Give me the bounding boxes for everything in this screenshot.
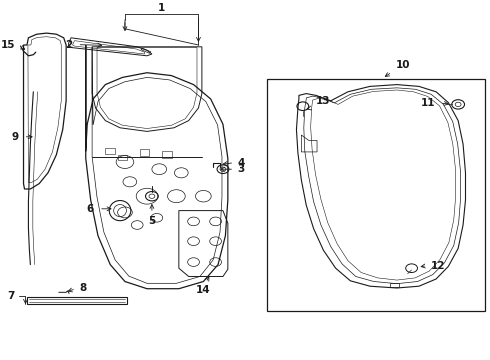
Text: 5: 5 [148, 216, 155, 226]
Text: 4: 4 [238, 158, 245, 168]
Text: 11: 11 [420, 98, 435, 108]
Text: 2: 2 [65, 40, 72, 50]
Text: 1: 1 [158, 3, 165, 13]
Bar [267, 79, 485, 311]
Text: 13: 13 [316, 96, 330, 106]
Text: 15: 15 [1, 40, 16, 50]
Text: 9: 9 [11, 132, 19, 142]
Text: 12: 12 [431, 261, 446, 271]
Text: 14: 14 [196, 285, 211, 296]
Text: 8: 8 [79, 283, 87, 293]
Text: 6: 6 [87, 204, 94, 214]
Text: 7: 7 [7, 291, 15, 301]
Text: 10: 10 [396, 60, 411, 70]
Text: 3: 3 [238, 164, 245, 174]
